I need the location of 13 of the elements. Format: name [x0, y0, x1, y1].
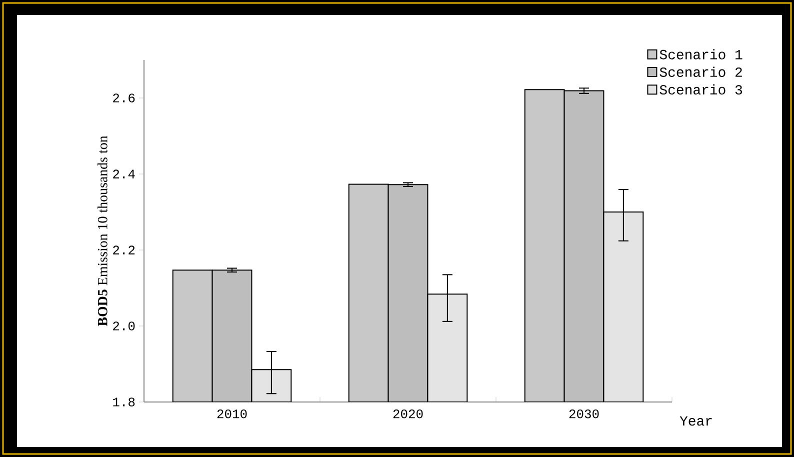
x-tick-label: 2010 — [217, 409, 247, 418]
legend-label: Scenario 2 — [660, 66, 742, 77]
x-tick-label: 2030 — [569, 409, 599, 418]
legend-label: Scenario 3 — [660, 84, 742, 95]
y-tick-label: 2.2 — [113, 246, 135, 254]
y-tick-label: 2.6 — [113, 94, 135, 102]
y-tick-label: 2.0 — [113, 322, 135, 330]
y-axis-title: BOD5 Emission 10 thousands ton — [98, 136, 108, 326]
legend-label: Scenario 1 — [660, 49, 742, 60]
x-axis-title: Year — [680, 416, 712, 426]
y-tick-label: 2.4 — [113, 170, 135, 178]
x-tick-label: 2020 — [393, 409, 423, 418]
y-tick-label: 1.8 — [113, 398, 135, 406]
